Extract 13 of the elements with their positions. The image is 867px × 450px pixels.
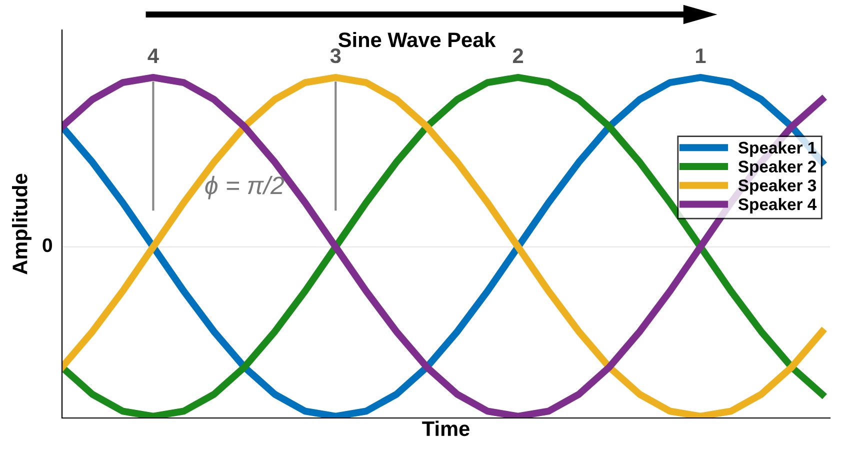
text: 4 [148,48,159,63]
legend-label: Speaker 2 [738,160,816,176]
y-axis-title: Amplitude [12,174,32,274]
text: 3 [330,48,341,64]
x-axis-title: Time [422,420,470,436]
legend-label: Speaker 3 [738,179,816,195]
legend-label: Speaker 4 [738,198,817,214]
legend-label: Speaker 1 [738,141,816,157]
text: 2 [512,48,524,63]
chart-title: Sine Wave Peak [338,32,496,48]
text: 1 [696,48,706,63]
ref-line-label: 0 [42,238,52,252]
annotation: ϕ = π/2 [205,176,284,200]
